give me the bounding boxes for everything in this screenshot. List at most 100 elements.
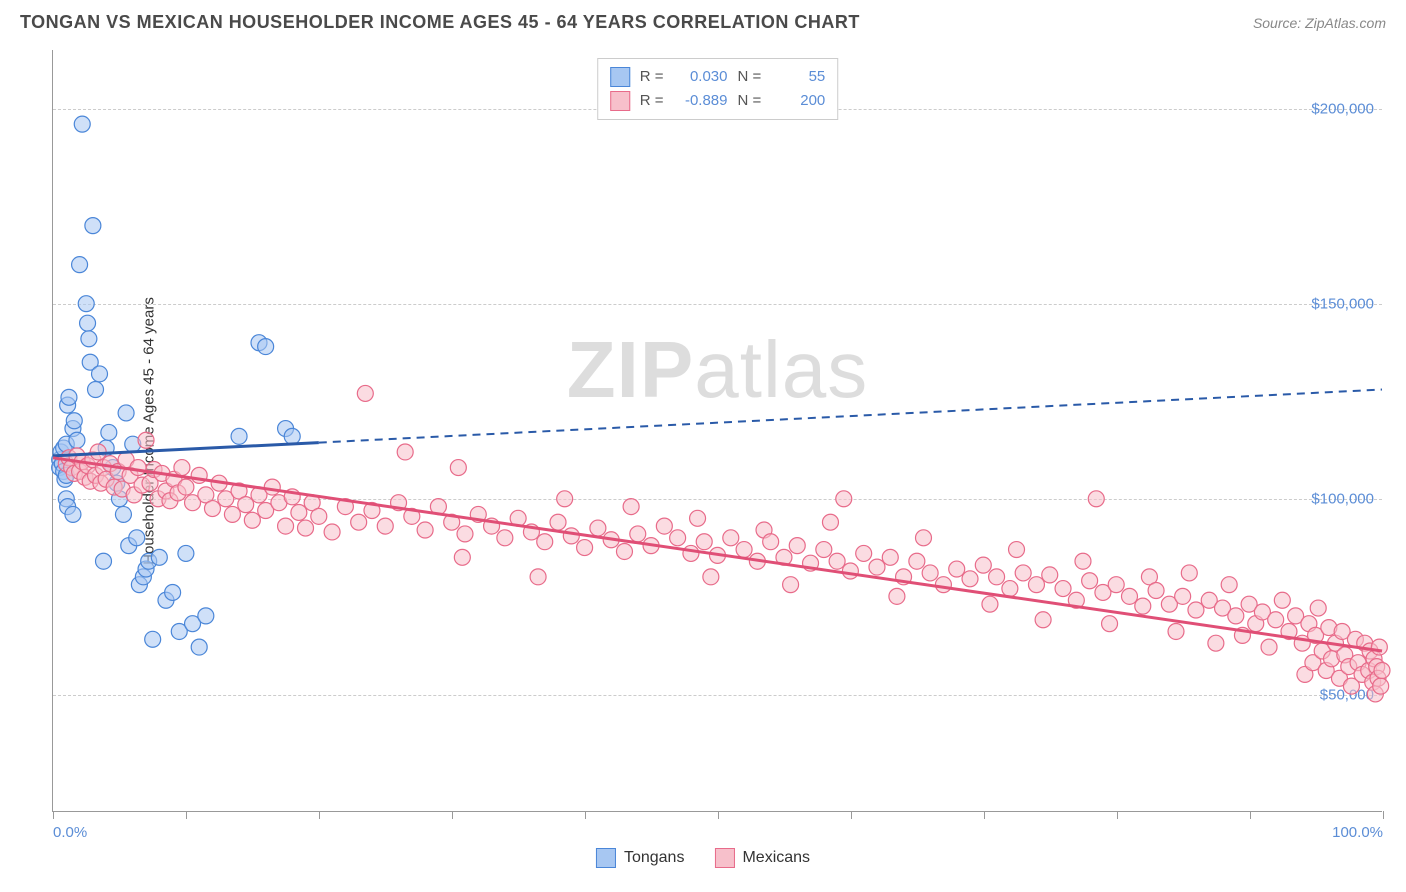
scatter-point: [935, 577, 951, 593]
scatter-point: [690, 510, 706, 526]
scatter-point: [1371, 639, 1387, 655]
scatter-point: [789, 538, 805, 554]
regression-line-dashed: [319, 390, 1382, 443]
scatter-point: [889, 588, 905, 604]
stats-n-label: N =: [738, 89, 762, 113]
chart-header: TONGAN VS MEXICAN HOUSEHOLDER INCOME AGE…: [0, 0, 1406, 41]
scatter-point: [1175, 588, 1191, 604]
scatter-point: [1015, 565, 1031, 581]
scatter-point: [174, 460, 190, 476]
x-tick: [851, 811, 852, 819]
scatter-point: [284, 428, 300, 444]
scatter-point: [1208, 635, 1224, 651]
stats-legend-row: R =0.030N =55: [610, 65, 826, 89]
scatter-point: [417, 522, 433, 538]
scatter-point: [703, 569, 719, 585]
x-tick: [984, 811, 985, 819]
scatter-point: [882, 549, 898, 565]
scatter-point: [656, 518, 672, 534]
scatter-point: [989, 569, 1005, 585]
scatter-point: [454, 549, 470, 565]
scatter-point: [982, 596, 998, 612]
scatter-point: [92, 366, 108, 382]
legend-item: Tongans: [596, 848, 685, 868]
stats-r-value: 0.030: [674, 65, 728, 89]
stats-n-value: 200: [771, 89, 825, 113]
scatter-point: [975, 557, 991, 573]
scatter-point: [244, 512, 260, 528]
scatter-point: [191, 639, 207, 655]
x-tick-label-left: 0.0%: [53, 824, 87, 841]
scatter-point: [949, 561, 965, 577]
scatter-point: [822, 514, 838, 530]
scatter-point: [909, 553, 925, 569]
scatter-point: [85, 218, 101, 234]
scatter-point: [311, 508, 327, 524]
scatter-point: [291, 504, 307, 520]
scatter-point: [962, 571, 978, 587]
scatter-point: [630, 526, 646, 542]
scatter-point: [66, 413, 82, 429]
scatter-point: [1181, 565, 1197, 581]
scatter-point: [1373, 678, 1389, 694]
scatter-point: [1055, 581, 1071, 597]
stats-legend: R =0.030N =55R = -0.889 N = 200: [597, 58, 839, 120]
chart-plot-area: Householder Income Ages 45 - 64 years $5…: [52, 50, 1382, 812]
scatter-point: [298, 520, 314, 536]
x-tick: [186, 811, 187, 819]
scatter-point: [88, 382, 104, 398]
scatter-point: [1188, 602, 1204, 618]
scatter-point: [198, 608, 214, 624]
source-credit: Source: ZipAtlas.com: [1253, 15, 1386, 31]
scatter-point: [1121, 588, 1137, 604]
scatter-point: [278, 518, 294, 534]
scatter-point: [842, 563, 858, 579]
legend-swatch: [610, 91, 630, 111]
x-tick: [1250, 811, 1251, 819]
scatter-point: [783, 577, 799, 593]
scatter-svg: [53, 50, 1382, 811]
scatter-point: [736, 542, 752, 558]
scatter-point: [1228, 608, 1244, 624]
x-tick-label-right: 100.0%: [1332, 824, 1383, 841]
scatter-point: [118, 405, 134, 421]
scatter-point: [1088, 491, 1104, 507]
scatter-point: [101, 424, 117, 440]
scatter-point: [1009, 542, 1025, 558]
scatter-point: [922, 565, 938, 581]
scatter-point: [683, 545, 699, 561]
scatter-point: [129, 530, 145, 546]
scatter-point: [616, 543, 632, 559]
stats-n-value: 55: [771, 65, 825, 89]
scatter-point: [836, 491, 852, 507]
scatter-point: [1148, 583, 1164, 599]
scatter-point: [1374, 663, 1390, 679]
scatter-point: [72, 257, 88, 273]
scatter-point: [563, 528, 579, 544]
scatter-point: [115, 506, 131, 522]
scatter-point: [61, 389, 77, 405]
x-tick: [53, 811, 54, 819]
stats-r-value: -0.889: [674, 89, 728, 113]
x-tick: [1117, 811, 1118, 819]
scatter-point: [1268, 612, 1284, 628]
scatter-point: [65, 506, 81, 522]
scatter-point: [1082, 573, 1098, 589]
scatter-point: [537, 534, 553, 550]
scatter-point: [1002, 581, 1018, 597]
scatter-point: [258, 339, 274, 355]
scatter-point: [81, 331, 97, 347]
scatter-point: [450, 460, 466, 476]
stats-r-label: R =: [640, 89, 664, 113]
scatter-point: [1075, 553, 1091, 569]
scatter-point: [1102, 616, 1118, 632]
legend-item: Mexicans: [714, 848, 810, 868]
scatter-point: [497, 530, 513, 546]
scatter-point: [856, 545, 872, 561]
scatter-point: [1261, 639, 1277, 655]
scatter-point: [1028, 577, 1044, 593]
scatter-point: [1135, 598, 1151, 614]
scatter-point: [530, 569, 546, 585]
legend-swatch: [596, 848, 616, 868]
scatter-point: [324, 524, 340, 540]
